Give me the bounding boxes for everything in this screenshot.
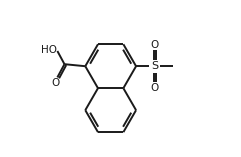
- Text: O: O: [150, 40, 159, 50]
- Text: HO: HO: [40, 45, 57, 55]
- Text: O: O: [150, 83, 159, 93]
- Text: S: S: [151, 61, 158, 71]
- Text: O: O: [52, 78, 60, 88]
